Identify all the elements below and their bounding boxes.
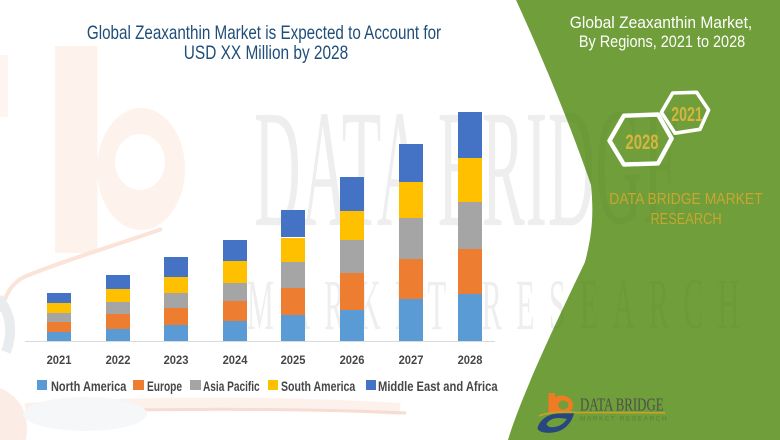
svg-text:DATA BRIDGE: DATA BRIDGE	[580, 396, 664, 416]
svg-text:MARKET RESEARCH: MARKET RESEARCH	[580, 416, 668, 423]
